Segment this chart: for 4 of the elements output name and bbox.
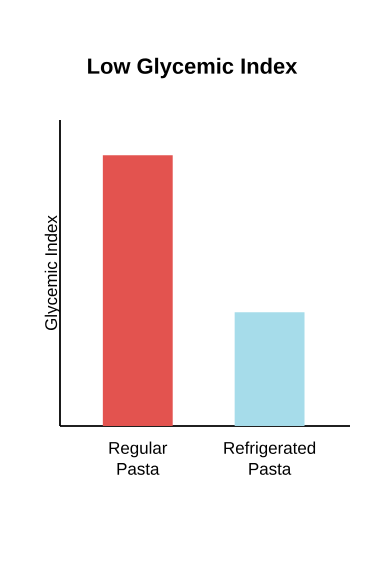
x-tick-label: Refrigerated Pasta <box>224 442 316 475</box>
x-tick-label: Regular Pasta <box>110 442 168 475</box>
y-axis-title: Glycemic Index <box>44 215 60 330</box>
chart-title: Low Glycemic Index <box>88 58 298 78</box>
